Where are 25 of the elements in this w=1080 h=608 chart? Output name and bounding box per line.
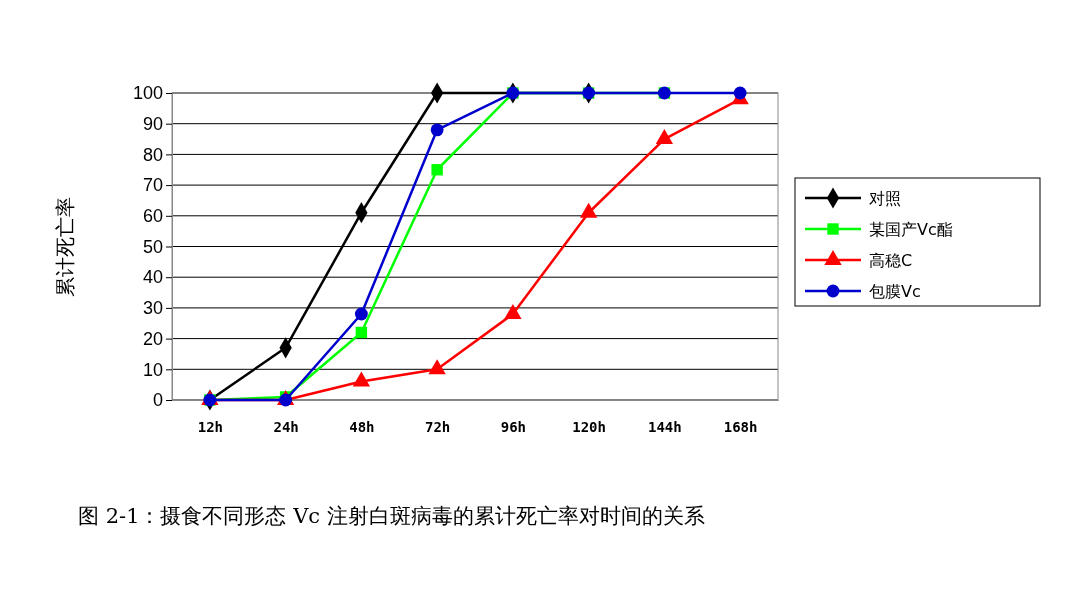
x-tick-label: 168h bbox=[723, 418, 758, 435]
y-tick-label: 30 bbox=[142, 298, 163, 319]
y-tick-label: 0 bbox=[152, 390, 163, 411]
y-tick-label: 90 bbox=[142, 113, 163, 134]
x-tick-label: 12h bbox=[197, 418, 224, 435]
x-tick-label: 72h bbox=[424, 418, 451, 435]
y-tick-label: 80 bbox=[142, 144, 163, 165]
x-tick-label: 96h bbox=[500, 418, 527, 435]
y-axis-title: 累计死亡率 bbox=[53, 196, 77, 297]
x-tick-label: 24h bbox=[273, 418, 299, 435]
x-tick-label: 120h bbox=[572, 418, 606, 435]
y-tick-label: 20 bbox=[142, 328, 163, 349]
y-tick-label: 100 bbox=[132, 83, 163, 104]
y-tick-label: 40 bbox=[142, 267, 163, 288]
x-tick-label: 48h bbox=[349, 418, 375, 435]
legend-label: 某国产Vc酯 bbox=[869, 220, 953, 239]
y-tick-label: 60 bbox=[142, 206, 163, 227]
legend-label: 包膜Vc bbox=[869, 282, 921, 301]
y-tick-label: 50 bbox=[142, 236, 163, 257]
y-tick-label: 10 bbox=[142, 359, 163, 380]
legend-label: 对照 bbox=[869, 189, 901, 208]
x-tick-label: 144h bbox=[648, 418, 682, 435]
legend-label: 高稳C bbox=[869, 251, 913, 270]
y-tick-label: 70 bbox=[142, 175, 163, 196]
caption: 图 2-1：摄食不同形态 Vc 注射白斑病毒的累计死亡率对时间的关系 bbox=[78, 504, 705, 528]
